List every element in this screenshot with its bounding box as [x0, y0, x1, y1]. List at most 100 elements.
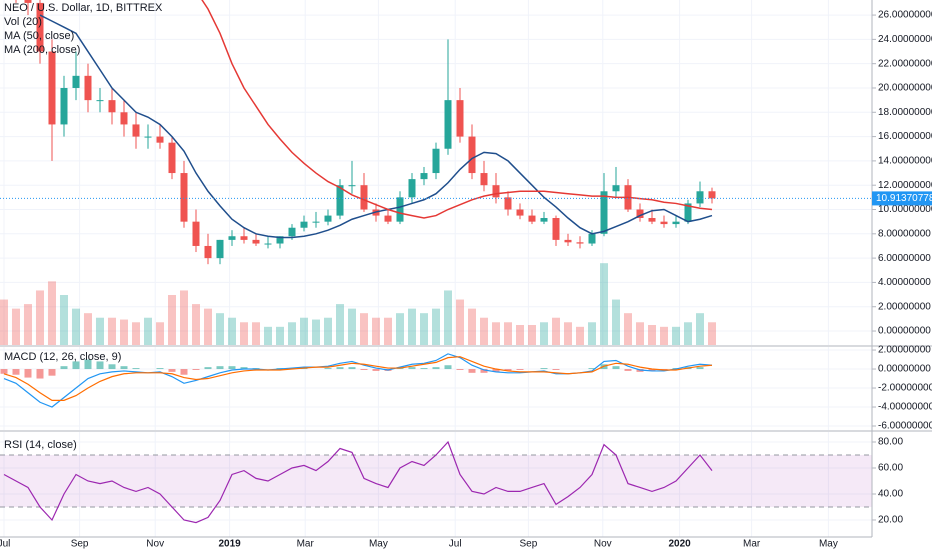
candle-body	[72, 75, 80, 88]
candle-body	[612, 185, 620, 192]
x-tick-label: Mar	[297, 539, 315, 550]
histogram-bar	[540, 368, 548, 370]
chart-title: MACD (12, 26, close, 9)	[4, 351, 121, 363]
histogram-bar	[444, 365, 452, 370]
volume-bar	[83, 313, 92, 345]
candle-body	[708, 191, 716, 199]
histogram-bar	[156, 368, 164, 370]
histogram-bar	[12, 369, 20, 375]
histogram-bar	[240, 367, 248, 370]
candle-body	[240, 236, 248, 240]
y-tick-label: 26.00000000	[878, 10, 932, 21]
volume-bar	[299, 317, 308, 345]
volume-bar	[468, 308, 477, 345]
volume-bar	[35, 290, 44, 345]
volume-bar	[227, 317, 236, 345]
histogram-bar	[96, 361, 104, 370]
line	[3, 440, 713, 524]
candle-body	[540, 218, 548, 222]
histogram-bar	[36, 369, 44, 379]
y-tick-label: 6.00000000	[878, 253, 931, 264]
volume-bar	[660, 326, 669, 345]
histogram-bar	[612, 366, 620, 370]
histogram-bar	[84, 359, 92, 370]
y-tick-label: 22.00000000	[878, 58, 932, 69]
histogram-bar	[372, 369, 380, 371]
volume-bar	[335, 304, 344, 345]
volume-bar	[239, 322, 248, 345]
volume-bar	[0, 299, 8, 345]
histogram-bar	[216, 366, 224, 370]
histogram-bar	[492, 369, 500, 372]
volume-bar	[648, 325, 657, 345]
candle-body	[564, 239, 572, 243]
x-tick-label: Nov	[594, 539, 612, 550]
x-tick-label: Sep	[520, 539, 538, 550]
volume-bar	[383, 317, 392, 345]
volume-bar	[59, 295, 68, 345]
y-tick-label: 16.00000000	[878, 131, 932, 142]
volume-bar	[287, 322, 296, 345]
volume-bar	[696, 313, 705, 345]
candle-body	[288, 227, 296, 237]
histogram-bar	[516, 369, 524, 370]
histogram-bar	[336, 367, 344, 370]
volume-bar	[215, 313, 224, 345]
candle-body	[96, 100, 104, 102]
candle-body	[468, 136, 476, 174]
histogram-bar	[120, 366, 128, 370]
volume-bar	[263, 326, 272, 345]
volume-bar	[564, 322, 573, 345]
volume-bar	[119, 319, 128, 345]
histogram-bar	[0, 369, 8, 374]
candle-body	[480, 173, 488, 186]
y-tick-label: 2.00000000	[878, 345, 931, 356]
y-tick-label: 2.00000000	[878, 301, 931, 312]
volume-bar	[323, 317, 332, 345]
volume-bar	[107, 317, 116, 345]
volume-bar	[131, 322, 140, 345]
candle-body	[48, 51, 56, 125]
volume-bar	[480, 317, 489, 345]
volume-bar	[624, 313, 633, 345]
histogram-bar	[432, 367, 440, 370]
histogram-bar	[468, 369, 476, 373]
volume-bar	[600, 263, 609, 345]
line	[201, 0, 713, 219]
candle-body	[156, 136, 164, 143]
volume-bar	[359, 313, 368, 345]
candle-body	[648, 218, 656, 222]
volume-bar	[167, 295, 176, 345]
candle-body	[576, 242, 584, 244]
chart-title: RSI (14, close)	[4, 439, 77, 451]
x-tick-label: Sep	[71, 539, 89, 550]
histogram-bar	[408, 367, 416, 370]
candle-body	[504, 197, 512, 210]
volume-bar	[576, 326, 585, 345]
candle-body	[360, 185, 368, 210]
x-tick-label: Jul	[449, 539, 462, 550]
legend-entry: MA (200, close)	[4, 44, 80, 56]
grid-layer	[0, 0, 872, 537]
candle-body	[132, 124, 140, 137]
candle-body	[636, 209, 644, 219]
volume-bar	[444, 290, 453, 345]
histogram-bar	[504, 369, 512, 371]
candle-body	[600, 191, 608, 234]
y-tick-label: 80.00	[878, 437, 903, 448]
candle-body	[264, 243, 272, 245]
volume-bar	[347, 308, 356, 345]
candle-body	[336, 185, 344, 216]
volume-bar	[251, 322, 260, 345]
y-tick-label: 14.00000000	[878, 156, 932, 167]
candle-body	[552, 218, 560, 240]
y-tick-label: 60.00	[878, 463, 903, 474]
candle-body	[300, 221, 308, 228]
candle-body	[660, 221, 668, 225]
histogram-bar	[696, 367, 704, 370]
histogram-bar	[168, 369, 176, 372]
band	[0, 455, 872, 507]
line	[3, 356, 713, 401]
volume-bar	[504, 322, 513, 345]
